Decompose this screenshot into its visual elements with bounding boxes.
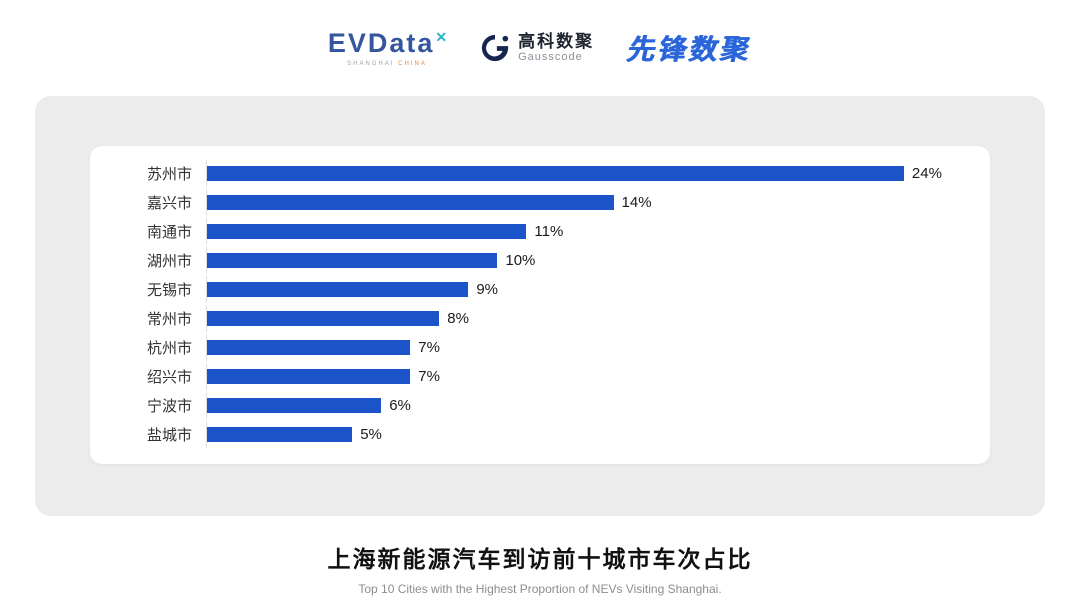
- chart-title: 上海新能源汽车到访前十城市车次占比: [327, 546, 753, 572]
- chart-row: 绍兴市 7%: [118, 363, 962, 390]
- evdata-tagline-right: CHINA: [398, 60, 427, 67]
- bar-value-label: 11%: [534, 222, 564, 240]
- bar: [207, 427, 353, 443]
- bar: [207, 311, 440, 327]
- bar-value-label: 9%: [476, 280, 499, 298]
- bar-chart-rows: 苏州市 24% 嘉兴市 14% 南通市 11% 湖州市 10% 无锡市 9% 常州市 8% 杭州市 7% 绍…: [118, 160, 962, 448]
- xianfeng-logo: 先锋数聚: [624, 34, 756, 65]
- footer: 上海新能源汽车到访前十城市车次占比 Top 10 Cities with the…: [0, 540, 1080, 596]
- bar-zone: 6%: [206, 392, 962, 419]
- chart-row: 苏州市 24%: [118, 160, 962, 186]
- bar: [207, 281, 469, 297]
- evdata-tagline-left: SHANGHAI: [347, 60, 395, 67]
- bar: [207, 369, 411, 385]
- bar: [207, 194, 614, 210]
- bar-zone: 10%: [206, 247, 962, 274]
- bar-value-label: 7%: [418, 368, 440, 386]
- category-label: 绍兴市: [146, 369, 192, 387]
- header: EVData✕ SHANGHAI CHINA 高科数聚 Gausscode 先锋…: [0, 0, 1080, 96]
- evdata-wordmark: EVData: [327, 27, 435, 58]
- category-label: 杭州市: [146, 340, 192, 358]
- evdata-logo: EVData✕ SHANGHAI CHINA: [327, 27, 448, 67]
- chart-row: 常州市 8%: [118, 305, 962, 332]
- chart-row: 宁波市 6%: [118, 392, 962, 419]
- evdata-x-icon: ✕: [435, 28, 448, 45]
- bar-value-label: 7%: [418, 339, 440, 357]
- bar-value-label: 5%: [360, 426, 382, 444]
- bar-value-label: 10%: [505, 251, 536, 269]
- bar: [207, 398, 382, 414]
- chart-row: 盐城市 5%: [118, 421, 962, 448]
- chart-row: 湖州市 10%: [118, 247, 962, 274]
- bar-value-label: 6%: [389, 397, 411, 415]
- chart-row: 南通市 11%: [118, 218, 962, 245]
- bar-zone: 9%: [206, 276, 962, 303]
- bar: [207, 165, 904, 181]
- bar-value-label: 24%: [911, 164, 942, 182]
- gausscode-name-cn: 高科数聚: [518, 31, 595, 51]
- category-label: 苏州市: [146, 165, 192, 183]
- bar: [207, 223, 527, 239]
- bar-zone: 7%: [206, 334, 962, 361]
- category-label: 盐城市: [146, 427, 192, 445]
- bar-zone: 8%: [206, 305, 962, 332]
- chart-panel: 苏州市 24% 嘉兴市 14% 南通市 11% 湖州市 10% 无锡市 9% 常州市 8% 杭州市 7% 绍…: [35, 96, 1045, 516]
- bar-zone: 11%: [206, 218, 962, 245]
- bar-zone: 24%: [206, 160, 962, 186]
- bar: [207, 340, 411, 356]
- bar: [207, 252, 498, 268]
- bar-zone: 7%: [206, 363, 962, 390]
- category-label: 宁波市: [146, 398, 192, 416]
- bar-value-label: 14%: [621, 193, 652, 211]
- chart-subtitle: Top 10 Cities with the Highest Proportio…: [358, 582, 722, 596]
- chart-card: 苏州市 24% 嘉兴市 14% 南通市 11% 湖州市 10% 无锡市 9% 常州市 8% 杭州市 7% 绍…: [90, 146, 990, 464]
- category-label: 常州市: [146, 311, 192, 329]
- category-label: 嘉兴市: [146, 194, 192, 212]
- gausscode-icon: [482, 34, 509, 62]
- chart-row: 无锡市 9%: [118, 276, 962, 303]
- bar-zone: 14%: [206, 189, 962, 216]
- bar-zone: 5%: [206, 421, 962, 448]
- category-label: 湖州市: [146, 252, 192, 270]
- chart-row: 嘉兴市 14%: [118, 189, 962, 216]
- gausscode-logo: 高科数聚 Gausscode: [480, 31, 595, 64]
- evdata-tagline: SHANGHAI CHINA: [347, 61, 427, 67]
- bar-value-label: 8%: [447, 310, 469, 328]
- category-label: 无锡市: [146, 281, 192, 299]
- gausscode-name-en: Gausscode: [518, 51, 583, 64]
- category-label: 南通市: [146, 223, 192, 241]
- chart-row: 杭州市 7%: [118, 334, 962, 361]
